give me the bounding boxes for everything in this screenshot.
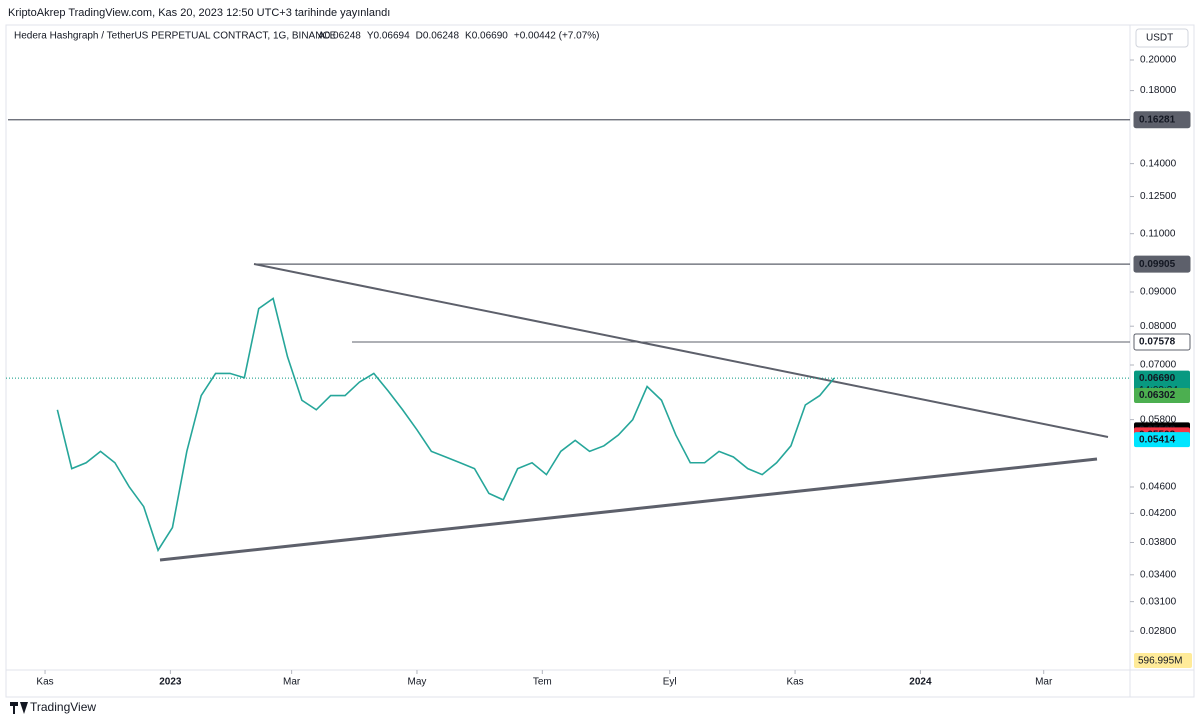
y-tick-label: 0.05800 [1140, 414, 1177, 425]
y-tick-label: 0.04600 [1140, 482, 1177, 493]
x-tick-label: 2024 [909, 677, 932, 688]
y-tick-label: 0.18000 [1140, 85, 1177, 96]
ohlc-value: A0.06248 [318, 31, 361, 42]
level-label: 0.16281 [1139, 114, 1176, 125]
y-tick-label: 0.03100 [1140, 596, 1177, 607]
y-tick-label: 0.04200 [1140, 508, 1177, 519]
x-tick-label: Mar [1035, 677, 1053, 688]
y-tick-label: 0.03800 [1140, 537, 1177, 548]
price-badge-label: 0.06302 [1139, 390, 1176, 401]
brand-logo [10, 702, 28, 714]
y-tick-label: 0.12500 [1140, 191, 1177, 202]
ohlc-value: K0.06690 [465, 31, 508, 42]
price-badge [1134, 432, 1190, 448]
y-tick-label: 0.03400 [1140, 569, 1177, 580]
x-tick-label: 2023 [159, 677, 182, 688]
published-note: KriptoAkrep TradingView.com, Kas 20, 202… [8, 7, 390, 19]
currency[interactable]: USDT [1146, 33, 1173, 44]
brand: TradingView [30, 700, 96, 714]
level-label: 0.07578 [1139, 337, 1176, 348]
y-tick-label: 0.02800 [1140, 626, 1177, 637]
level-badge [1133, 255, 1191, 273]
price-badge-label: 0.05414 [1139, 434, 1176, 445]
y-tick-label: 0.20000 [1140, 55, 1177, 66]
chart-frame [5, 24, 1195, 698]
trendline-upper [253, 263, 1109, 438]
x-tick-label: May [408, 677, 427, 688]
y-tick-label: 0.07000 [1140, 360, 1177, 371]
ohlc-value: D0.06248 [416, 31, 460, 42]
ohlc-value: +0.00442 (+7.07%) [514, 31, 600, 42]
y-tick-label: 0.08000 [1140, 321, 1177, 332]
price-line [56, 297, 835, 553]
level-badge [1133, 111, 1191, 129]
price-badge [1134, 388, 1190, 404]
x-tick-label: Tem [533, 677, 552, 688]
ohlc-value: Y0.06694 [367, 31, 410, 42]
price-badge-label: 0.06690 [1139, 373, 1176, 384]
y-tick-label: 0.11000 [1140, 228, 1176, 239]
x-tick-label: Mar [283, 677, 301, 688]
volume-label: 596.995M [1138, 656, 1182, 667]
y-tick-label: 0.09000 [1140, 287, 1177, 298]
volume-badge [1134, 653, 1192, 668]
x-tick-label: Kas [786, 677, 803, 688]
trendline-lower [159, 457, 1098, 562]
level-badge [1133, 333, 1191, 351]
currency-button[interactable] [1135, 28, 1189, 48]
x-tick-label: Kas [36, 677, 53, 688]
level-label: 0.09905 [1139, 259, 1176, 270]
symbol-title: Hedera Hashgraph / TetherUS PERPETUAL CO… [14, 31, 337, 42]
y-tick-label: 0.14000 [1140, 158, 1177, 169]
x-tick-label: Eyl [663, 677, 677, 688]
